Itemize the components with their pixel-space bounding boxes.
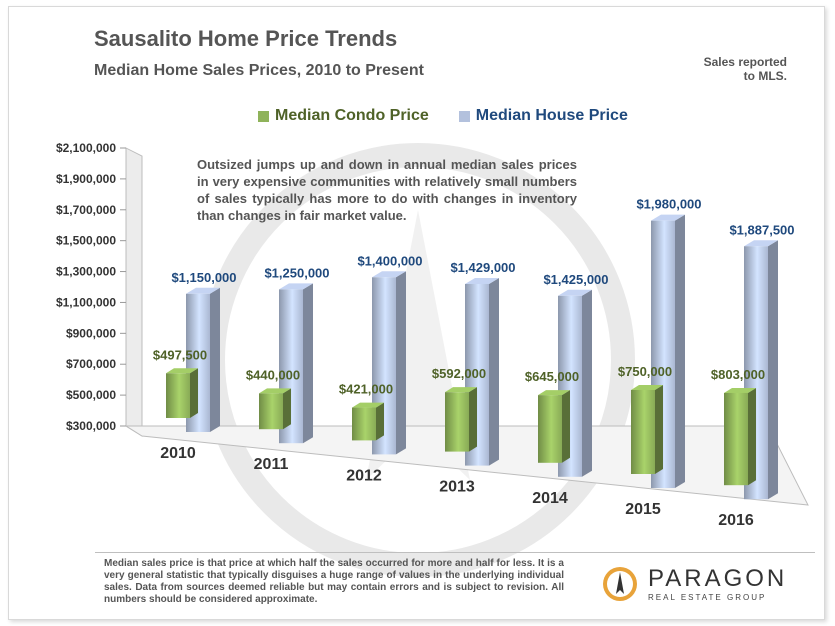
condo-bar xyxy=(166,373,190,418)
source-note: Sales reported to MLS. xyxy=(703,55,787,83)
legend-swatch-house xyxy=(458,110,470,122)
x-tick-label: 2016 xyxy=(718,512,754,529)
condo-bar xyxy=(445,392,469,452)
house-bar-top xyxy=(279,283,313,290)
condo-data-label: $803,000 xyxy=(711,367,765,382)
x-tick-label: 2011 xyxy=(254,456,289,473)
legend-label-condo: Median Condo Price xyxy=(275,107,429,124)
condo-bar-side xyxy=(562,390,570,463)
chart-subtitle: Median Home Sales Prices, 2010 to Presen… xyxy=(94,62,424,79)
house-bar-side xyxy=(210,287,220,432)
house-bar-side xyxy=(303,283,313,444)
house-bar-top xyxy=(744,240,778,247)
condo-bar xyxy=(724,392,748,486)
legend-item-condo: Median Condo Price xyxy=(258,107,429,125)
condo-bar-top xyxy=(166,368,198,374)
chart-legend: Median Condo Price Median House Price xyxy=(258,107,658,125)
legend-item-house: Median House Price xyxy=(458,107,628,125)
y-tick-label: $1,700,000 xyxy=(56,203,116,217)
house-data-label: $1,980,000 xyxy=(636,197,701,212)
x-tick-label: 2015 xyxy=(625,501,661,518)
house-bar-side xyxy=(396,271,406,455)
logo-tagline: REAL ESTATE GROUP xyxy=(648,592,767,602)
house-bar-top xyxy=(372,271,406,278)
condo-bar-top xyxy=(445,387,477,393)
legend-swatch-condo xyxy=(258,110,269,122)
condo-data-label: $440,000 xyxy=(246,367,300,382)
condo-bar-top xyxy=(352,402,384,408)
y-tick-label: $2,100,000 xyxy=(56,141,116,155)
condo-bar-side xyxy=(376,402,384,441)
y-tick-label: $1,900,000 xyxy=(56,172,116,186)
logo-mark-icon xyxy=(603,567,637,601)
y-tick-label: $1,500,000 xyxy=(56,234,116,248)
condo-data-label: $592,000 xyxy=(432,366,486,381)
house-bar-top xyxy=(465,277,499,284)
legend-label-house: Median House Price xyxy=(475,107,628,124)
condo-data-label: $421,000 xyxy=(339,382,393,397)
house-bar-top xyxy=(651,214,685,221)
logo-name: PARAGON xyxy=(648,564,788,592)
house-data-label: $1,250,000 xyxy=(264,265,329,280)
x-tick-label: 2014 xyxy=(532,490,568,507)
condo-bar xyxy=(538,395,562,463)
y-tick-label: $900,000 xyxy=(66,326,116,340)
condo-data-label: $497,500 xyxy=(153,347,207,362)
house-bar-top xyxy=(186,287,220,294)
y-tick-label: $700,000 xyxy=(66,357,116,371)
house-data-label: $1,150,000 xyxy=(171,270,236,285)
condo-bar xyxy=(631,390,655,474)
condo-data-label: $750,000 xyxy=(618,364,672,379)
condo-bar-top xyxy=(259,388,291,394)
x-tick-label: 2012 xyxy=(346,467,382,484)
footer-divider xyxy=(95,552,815,553)
house-bar-side xyxy=(582,289,592,477)
condo-bar-side xyxy=(283,388,291,430)
house-data-label: $1,887,500 xyxy=(729,222,794,237)
house-data-label: $1,429,000 xyxy=(450,260,515,275)
house-bar-side xyxy=(675,214,685,488)
y-tick-label: $1,300,000 xyxy=(56,265,116,279)
y-tick-label: $500,000 xyxy=(66,388,116,402)
paragon-logo: PARAGON REAL ESTATE GROUP xyxy=(602,566,787,602)
condo-bar-top xyxy=(631,385,663,390)
condo-bar-side xyxy=(469,387,477,452)
condo-bar xyxy=(259,393,283,430)
condo-bar xyxy=(352,407,376,441)
chart-side-wall xyxy=(125,147,143,437)
condo-bar-side xyxy=(748,387,756,486)
chart-title: Sausalito Home Price Trends xyxy=(94,26,398,51)
condo-bar-top xyxy=(538,390,570,396)
condo-bar-top xyxy=(724,387,756,393)
footer-disclaimer: Median sales price is that price at whic… xyxy=(104,558,564,605)
y-tick-label: $300,000 xyxy=(66,419,116,433)
house-bar-top xyxy=(558,289,592,296)
house-bar-side xyxy=(768,240,778,500)
x-tick-label: 2013 xyxy=(439,479,475,496)
x-tick-label: 2010 xyxy=(160,445,196,462)
house-data-label: $1,425,000 xyxy=(543,272,608,287)
condo-bar-side xyxy=(655,385,663,474)
chart-annotation: Outsized jumps up and down in annual med… xyxy=(197,157,577,223)
y-tick-label: $1,100,000 xyxy=(56,295,116,309)
condo-bar-side xyxy=(190,368,198,418)
house-bar-side xyxy=(489,277,499,466)
condo-data-label: $645,000 xyxy=(525,369,579,384)
house-data-label: $1,400,000 xyxy=(357,253,422,268)
